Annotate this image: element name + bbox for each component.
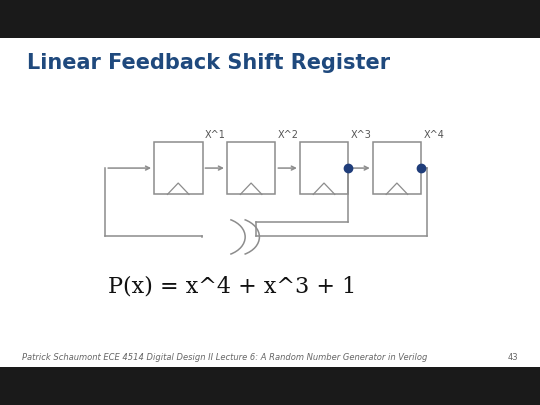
- Text: X^3: X^3: [350, 130, 372, 140]
- Text: X^2: X^2: [278, 130, 299, 140]
- Text: Linear Feedback Shift Register: Linear Feedback Shift Register: [27, 53, 390, 72]
- Bar: [154, 142, 202, 194]
- Text: P(x) = x^4 + x^3 + 1: P(x) = x^4 + x^3 + 1: [108, 275, 356, 297]
- Bar: [300, 142, 348, 194]
- Text: X^4: X^4: [423, 130, 444, 140]
- Bar: [227, 142, 275, 194]
- Bar: [373, 142, 421, 194]
- Text: X^1: X^1: [205, 130, 226, 140]
- Text: Patrick Schaumont ECE 4514 Digital Design II Lecture 6: A Random Number Generato: Patrick Schaumont ECE 4514 Digital Desig…: [22, 354, 427, 362]
- Text: 43: 43: [508, 354, 518, 362]
